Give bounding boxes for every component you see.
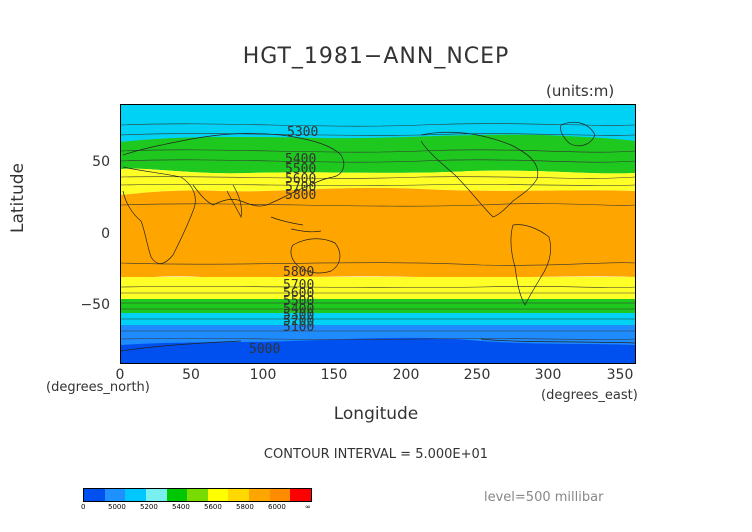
contour-line — [121, 184, 635, 186]
coastlines — [121, 121, 635, 352]
band-green-south — [121, 299, 635, 313]
colorbar-label-5400: 5400 — [172, 503, 190, 511]
contour-label-5800: 5800 — [285, 188, 316, 203]
contour-label-5100-south: 5100 — [283, 320, 314, 335]
map-plot-area: 5300 5400 5500 5600 5700 5800 5800 5700 … — [120, 104, 636, 364]
units-label: (units:m) — [546, 82, 615, 100]
band-yellow-north — [121, 168, 635, 195]
colorbar — [83, 488, 312, 502]
contour-label-5800-south: 5800 — [283, 265, 314, 280]
x-unit-right: (degrees_east) — [541, 388, 638, 403]
colorbar-segment — [228, 489, 250, 501]
band-darkblue-south — [121, 337, 635, 363]
contour-line — [121, 123, 635, 127]
contour-label-5200-south: 5200 — [283, 314, 314, 329]
contour-label-5700: 5700 — [285, 180, 316, 195]
contour-label-5400: 5400 — [285, 152, 316, 167]
band-yellow-south — [121, 277, 635, 299]
band-blue-south — [121, 325, 635, 345]
x-tick-50: 50 — [182, 367, 200, 383]
contour-line — [121, 338, 635, 340]
colorbar-segment — [125, 489, 146, 501]
contour-label-5300: 5300 — [287, 125, 318, 140]
y-tick-50: 50 — [92, 154, 110, 170]
x-tick-0: 0 — [115, 367, 125, 383]
coastline-india — [226, 184, 242, 219]
band-green-north — [121, 134, 635, 174]
colorbar-segment — [84, 489, 105, 501]
contour-line — [121, 176, 635, 179]
x-tick-100: 100 — [249, 367, 277, 383]
level-label: level=500 millibar — [484, 490, 604, 505]
contour-label-5400-south: 5400 — [283, 302, 314, 317]
colorbar-segment — [269, 489, 291, 501]
x-unit-left: (degrees_north) — [46, 380, 150, 395]
colorbar-label-6000: 6000 — [268, 503, 286, 511]
x-tick-200: 200 — [392, 367, 420, 383]
contour-line — [121, 262, 635, 266]
colorbar-segment — [145, 489, 167, 501]
x-tick-300: 300 — [534, 367, 562, 383]
coastline-south-america — [510, 224, 551, 306]
colorbar-label-0: 0 — [81, 503, 86, 511]
x-tick-150: 150 — [320, 367, 348, 383]
y-axis-label: Latitude — [8, 163, 28, 233]
contour-line — [121, 159, 635, 163]
x-tick-350: 350 — [606, 367, 634, 383]
contour-label-5700-south: 5700 — [283, 278, 314, 293]
colorbar-label-5800: 5800 — [236, 503, 254, 511]
coastline-australia — [290, 238, 341, 274]
band-orange-tropics — [121, 187, 635, 278]
colorbar-segment — [290, 489, 312, 501]
coastline-antarctica — [121, 338, 635, 352]
map-svg: 5300 5400 5500 5600 5700 5800 5800 5700 … — [121, 105, 635, 363]
contour-label-5600-south: 5600 — [283, 286, 314, 301]
chart-title: HGT_1981−ANN_NCEP — [242, 44, 510, 69]
colorbar-segment — [104, 489, 126, 501]
contour-label-5600: 5600 — [285, 172, 316, 187]
colorbar-segment — [249, 489, 270, 501]
x-axis-label: Longitude — [333, 404, 419, 424]
coastline-north-america — [420, 131, 539, 218]
colorbar-label-5200: 5200 — [140, 503, 158, 511]
contour-line — [121, 286, 635, 288]
colorbar-label-5000: 5000 — [108, 503, 126, 511]
contour-label-group: 5300 5400 5500 5600 5700 5800 5800 5700 … — [249, 125, 318, 357]
coastline-africa — [122, 166, 196, 264]
contour-line — [121, 133, 635, 136]
contour-line — [121, 149, 635, 153]
colorbar-segment — [187, 489, 208, 501]
contour-label-5500-south: 5500 — [283, 294, 314, 309]
y-tick-0: 0 — [101, 226, 110, 242]
x-tick-250: 250 — [463, 367, 491, 383]
y-tick-minus50: −50 — [80, 297, 110, 313]
colorbar-segment — [166, 489, 188, 501]
coastline-europe-asia — [122, 133, 345, 207]
coastline-indonesia — [270, 216, 322, 233]
contour-interval: CONTOUR INTERVAL = 5.000E+01 — [263, 447, 489, 462]
colorbar-segment — [207, 489, 229, 501]
coastline-greenland — [560, 121, 596, 147]
contour-label-5300-south: 5300 — [283, 308, 314, 323]
contour-label-5500: 5500 — [285, 162, 316, 177]
colorbar-label-5600: 5600 — [204, 503, 222, 511]
colorbar-label-infinity: ∞ — [305, 503, 311, 511]
contour-label-5000: 5000 — [249, 342, 280, 357]
